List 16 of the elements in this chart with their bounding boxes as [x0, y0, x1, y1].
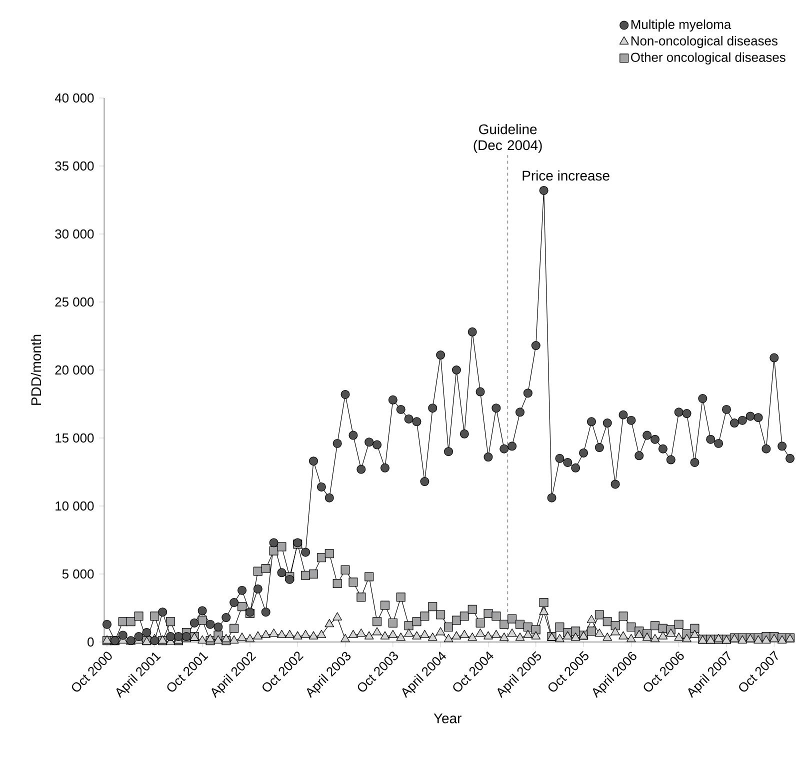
y-tick-label: 40 000	[54, 93, 94, 103]
y-tick-label: 30 000	[55, 229, 94, 239]
y-tick-label: 20 000	[55, 365, 94, 375]
ref-line-label: Guideline (Dec 2004)	[474, 124, 542, 153]
y-tick-label: 0	[88, 637, 94, 647]
y-tick-label: 5 000	[62, 569, 94, 579]
legend-label: Other oncological diseases	[631, 52, 786, 64]
y-axis-title: PDD/month	[30, 334, 42, 405]
y-tick-label: 15 000	[56, 433, 94, 443]
y-tick-label: 25 000	[55, 297, 94, 307]
legend-label: Non-oncological diseases	[631, 36, 778, 48]
y-tick-label: 35 000	[55, 161, 94, 171]
legend-label: Multiple myeloma	[631, 19, 732, 32]
x-axis-title: Year	[434, 714, 462, 724]
y-tick-label: 10 000	[56, 501, 94, 511]
annotation: Price increase	[522, 170, 610, 181]
